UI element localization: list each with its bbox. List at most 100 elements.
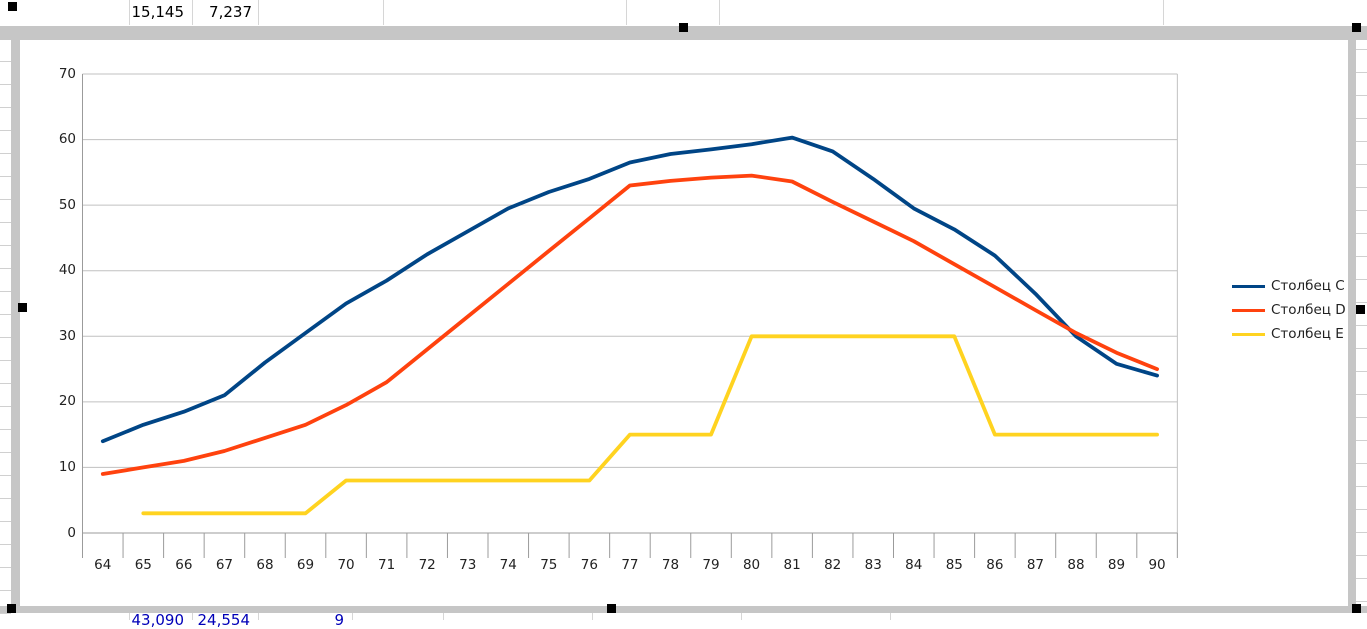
row-border <box>1356 463 1367 464</box>
row-border <box>0 360 11 361</box>
y-axis-label: 70 <box>58 65 76 82</box>
legend-label: Столбец E <box>1271 326 1344 342</box>
row-border <box>0 590 11 591</box>
selection-handle-top-left[interactable] <box>8 2 17 11</box>
row-border <box>1356 325 1367 326</box>
row-border <box>1356 578 1367 579</box>
row-border <box>1356 187 1367 188</box>
cell-border <box>383 0 384 25</box>
x-axis-label: 67 <box>215 557 233 573</box>
row-border <box>0 199 11 200</box>
series-line-1 <box>100 173 1159 476</box>
row-border <box>1356 302 1367 303</box>
row-border <box>1356 72 1367 73</box>
row-border <box>1356 118 1367 119</box>
row-border <box>1356 210 1367 211</box>
legend-item[interactable]: Столбец C <box>1232 274 1346 298</box>
selection-handle-right-middle[interactable] <box>1356 305 1365 314</box>
row-border <box>1356 417 1367 418</box>
legend-item[interactable]: Столбец D <box>1232 298 1346 322</box>
row-border <box>1356 279 1367 280</box>
x-axis-label: 90 <box>1148 557 1166 573</box>
x-axis-label: 88 <box>1067 557 1085 573</box>
x-axis-label: 65 <box>134 557 152 573</box>
chart-frame-left[interactable] <box>11 26 20 606</box>
row-border <box>0 475 11 476</box>
x-axis-label: 71 <box>378 557 396 573</box>
row-border <box>1356 256 1367 257</box>
cell-border <box>741 613 742 620</box>
row-border <box>1356 440 1367 441</box>
selection-handle-bottom-center[interactable] <box>607 604 616 613</box>
row-border <box>0 429 11 430</box>
row-border <box>1356 394 1367 395</box>
sheet-sliver-left <box>0 26 11 614</box>
cell-border <box>1163 0 1164 25</box>
row-border <box>0 61 11 62</box>
row-border <box>1356 532 1367 533</box>
x-axis-label: 82 <box>824 557 842 573</box>
row-border <box>0 268 11 269</box>
series-c-swatch <box>1232 284 1265 288</box>
selection-handle-bottom-left[interactable] <box>7 604 16 613</box>
legend-label: Столбец C <box>1271 278 1345 294</box>
series-line-2 <box>141 334 1159 516</box>
cell-border <box>258 613 259 620</box>
x-axis-label: 64 <box>94 557 112 573</box>
row-border <box>1356 555 1367 556</box>
cell-value[interactable]: 15,145 <box>131 3 185 21</box>
chart-frame-bottom[interactable] <box>0 606 1367 613</box>
cell-border <box>192 613 193 620</box>
row-border <box>1356 141 1367 142</box>
cell-border <box>626 0 627 25</box>
row-border <box>0 337 11 338</box>
y-axis-label: 40 <box>58 262 76 279</box>
x-axis-label: 68 <box>256 557 274 573</box>
row-border <box>0 613 11 614</box>
y-axis-label: 30 <box>58 327 76 344</box>
cell-border <box>592 613 593 620</box>
y-axis-label: 60 <box>58 131 76 148</box>
x-axis-label: 76 <box>580 557 598 573</box>
row-border <box>0 452 11 453</box>
y-axis-label: 50 <box>58 196 76 213</box>
x-axis-label: 69 <box>296 557 315 573</box>
row-border <box>1356 509 1367 510</box>
x-axis-label: 73 <box>459 557 477 573</box>
x-axis-label: 66 <box>175 557 193 573</box>
row-border <box>0 498 11 499</box>
selection-handle-top-right[interactable] <box>1352 23 1361 32</box>
row-border <box>0 567 11 568</box>
cell-border <box>129 613 130 620</box>
x-axis-label: 72 <box>418 557 436 573</box>
row-border <box>0 153 11 154</box>
chart-legend[interactable]: Столбец C Столбец D Столбец E <box>1232 274 1346 346</box>
x-axis-label: 79 <box>702 557 720 573</box>
row-border <box>0 107 11 108</box>
sheet-sliver-right <box>1356 26 1367 613</box>
row-border <box>1356 348 1367 349</box>
chart-frame-right[interactable] <box>1348 26 1356 613</box>
y-axis-label: 20 <box>58 393 76 410</box>
series-line-0 <box>100 135 1159 444</box>
selection-handle-left-middle[interactable] <box>18 303 27 312</box>
y-axis-label: 0 <box>67 524 76 541</box>
x-axis-label: 80 <box>742 557 761 573</box>
cell-border <box>352 613 353 620</box>
cell-border <box>129 0 130 25</box>
row-border <box>0 84 11 85</box>
chart-frame-top[interactable] <box>0 26 1367 40</box>
selection-handle-top-center[interactable] <box>679 23 688 32</box>
x-axis-label: 77 <box>621 557 639 573</box>
row-border <box>1356 95 1367 96</box>
row-border <box>1356 601 1367 602</box>
x-axis-label: 78 <box>661 557 680 573</box>
cell-border <box>719 0 720 25</box>
legend-item[interactable]: Столбец E <box>1232 322 1346 346</box>
cell-value[interactable]: 7,237 <box>209 3 252 21</box>
row-border <box>0 176 11 177</box>
selection-handle-bottom-right[interactable] <box>1352 604 1361 613</box>
x-axis-label: 81 <box>783 557 801 573</box>
